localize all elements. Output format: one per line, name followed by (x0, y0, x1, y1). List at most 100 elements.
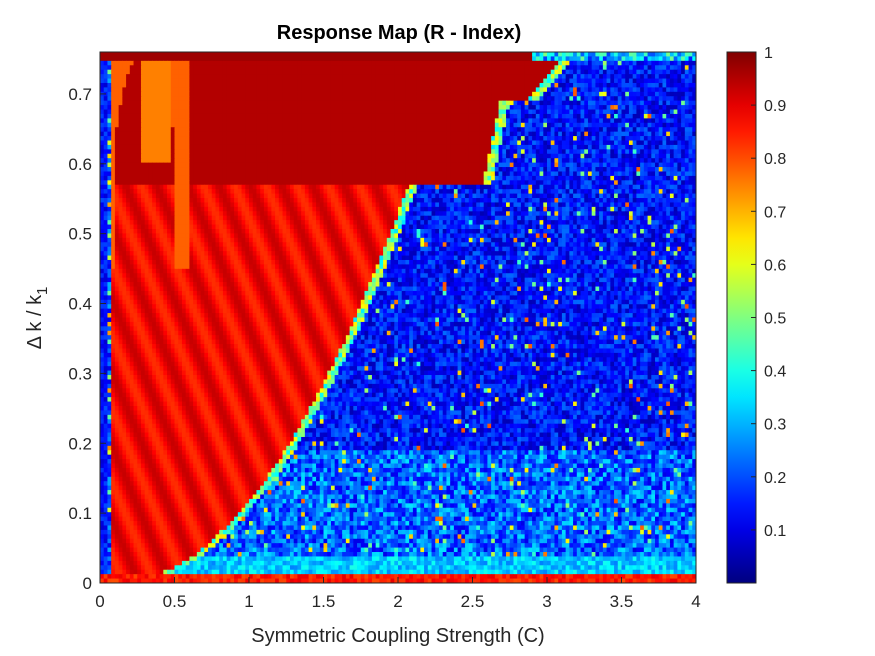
heatmap-cell (543, 114, 547, 119)
heatmap-cell (316, 154, 320, 159)
heatmap-cell (294, 136, 298, 141)
heatmap-cell (502, 149, 506, 154)
heatmap-cell (551, 127, 555, 132)
heatmap-cell (495, 132, 499, 137)
heatmap-cell (610, 114, 614, 119)
heatmap-cell (454, 70, 458, 75)
heatmap-cell (551, 123, 555, 128)
heatmap-cell (554, 141, 558, 146)
heatmap-cell (394, 74, 398, 79)
heatmap-cell (283, 123, 287, 128)
heatmap-cell (577, 52, 581, 57)
heatmap-cell (662, 87, 666, 92)
heatmap-cell (424, 176, 428, 181)
heatmap-cell (383, 132, 387, 137)
heatmap-cell (569, 185, 573, 190)
heatmap-cell (171, 127, 175, 132)
heatmap-cell (629, 145, 633, 150)
heatmap-cell (223, 123, 227, 128)
heatmap-cell (242, 87, 246, 92)
heatmap-cell (391, 154, 395, 159)
heatmap-cell (253, 118, 257, 123)
heatmap-cell (145, 52, 149, 57)
heatmap-cell (208, 70, 212, 75)
heatmap-cell (230, 56, 234, 61)
heatmap-cell (506, 70, 510, 75)
heatmap-cell (260, 180, 264, 185)
heatmap-cell (163, 87, 167, 92)
heatmap-cell (320, 79, 324, 84)
heatmap-cell (383, 79, 387, 84)
heatmap-cell (227, 105, 231, 110)
heatmap-cell (510, 158, 514, 163)
heatmap-cell (141, 74, 145, 79)
heatmap-cell (145, 180, 149, 185)
heatmap-cell (502, 52, 506, 57)
heatmap-cell (182, 176, 186, 181)
heatmap-cell (603, 65, 607, 70)
heatmap-cell (622, 96, 626, 101)
heatmap-cell (551, 149, 555, 154)
heatmap-cell (484, 127, 488, 132)
heatmap-cell (573, 74, 577, 79)
heatmap-cell (383, 118, 387, 123)
heatmap-cell (409, 149, 413, 154)
heatmap-cell (391, 132, 395, 137)
heatmap-cell (290, 176, 294, 181)
heatmap-cell (554, 132, 558, 137)
heatmap-cell (119, 56, 123, 61)
heatmap-cell (156, 123, 160, 128)
heatmap-cell (350, 167, 354, 172)
heatmap-cell (458, 74, 462, 79)
heatmap-cell (409, 163, 413, 168)
heatmap-cell (160, 101, 164, 106)
heatmap-cell (253, 74, 257, 79)
heatmap-cell (417, 79, 421, 84)
heatmap-cell (107, 114, 111, 119)
heatmap-cell (238, 123, 242, 128)
heatmap-cell (573, 118, 577, 123)
heatmap-cell (517, 110, 521, 115)
heatmap-cell (249, 65, 253, 70)
heatmap-cell (189, 105, 193, 110)
heatmap-cell (558, 149, 562, 154)
heatmap-cell (551, 176, 555, 181)
heatmap-cell (625, 127, 629, 132)
heatmap-cell (256, 132, 260, 137)
heatmap-cell (264, 83, 268, 88)
heatmap-cell (540, 141, 544, 146)
heatmap-cell (599, 141, 603, 146)
heatmap-cell (290, 70, 294, 75)
heatmap-cell (137, 52, 141, 57)
heatmap-cell (387, 149, 391, 154)
heatmap-cell (331, 154, 335, 159)
heatmap-cell (420, 171, 424, 176)
heatmap-cell (510, 101, 514, 106)
heatmap-cell (502, 110, 506, 115)
heatmap-cell (443, 52, 447, 57)
heatmap-cell (670, 132, 674, 137)
heatmap-cell (137, 105, 141, 110)
heatmap-cell (439, 132, 443, 137)
heatmap-cell (391, 158, 395, 163)
heatmap-cell (327, 83, 331, 88)
heatmap-cell (249, 185, 253, 190)
heatmap-cell (562, 52, 566, 57)
heatmap-cell (584, 70, 588, 75)
heatmap-cell (197, 96, 201, 101)
heatmap-cell (294, 149, 298, 154)
heatmap-cell (409, 56, 413, 61)
heatmap-cell (134, 83, 138, 88)
heatmap-cell (335, 176, 339, 181)
heatmap-cell (674, 83, 678, 88)
heatmap-cell (469, 96, 473, 101)
heatmap-cell (301, 185, 305, 190)
heatmap-cell (104, 176, 108, 181)
heatmap-cell (361, 171, 365, 176)
heatmap-cell (659, 110, 663, 115)
heatmap-cell (245, 158, 249, 163)
heatmap-cell (290, 132, 294, 137)
heatmap-cell (256, 141, 260, 146)
heatmap-cell (484, 118, 488, 123)
heatmap-cell (215, 101, 219, 106)
